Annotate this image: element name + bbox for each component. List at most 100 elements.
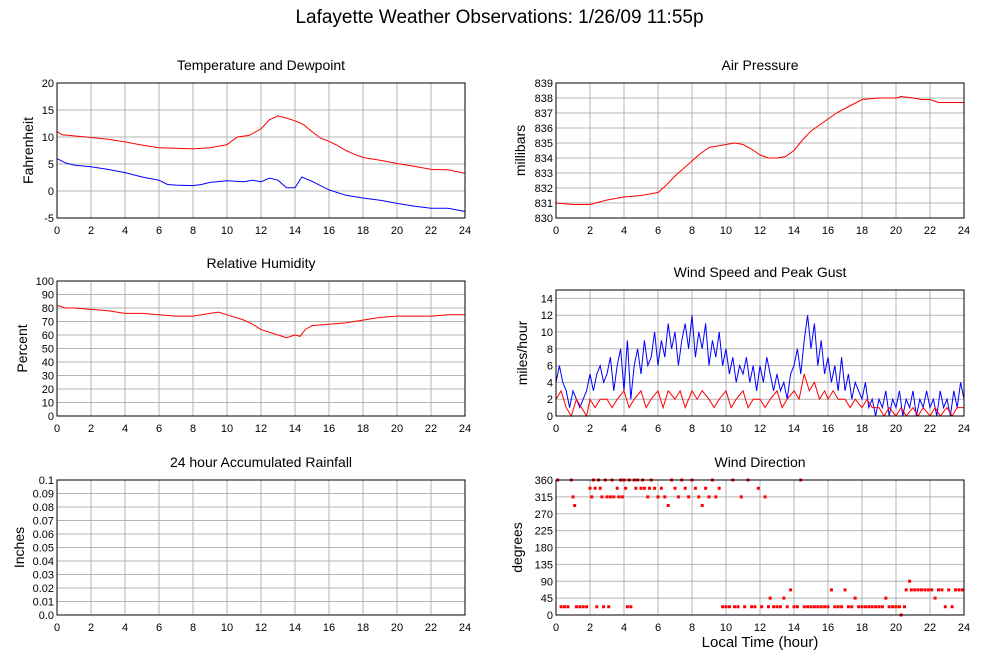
- y-tick-label: 832: [535, 183, 553, 195]
- plot-frame: [56, 280, 466, 417]
- x-tick-label: 2: [88, 423, 94, 435]
- data-point: [950, 605, 954, 609]
- y-axis-label: miles/hour: [514, 320, 530, 385]
- data-point: [823, 605, 827, 609]
- y-tick-label: 315: [535, 492, 553, 504]
- x-tick-label: 0: [553, 622, 559, 634]
- data-point: [843, 588, 847, 592]
- data-point: [617, 495, 621, 499]
- data-point: [600, 495, 604, 499]
- data-point: [739, 495, 743, 499]
- data-point: [923, 588, 927, 592]
- data-point: [874, 605, 878, 609]
- data-point: [768, 596, 772, 600]
- x-tick-label: 2: [587, 622, 593, 634]
- y-tick-label: 8: [547, 344, 553, 356]
- data-point: [656, 495, 660, 499]
- x-tick-label: 24: [958, 622, 970, 634]
- data-point: [697, 495, 701, 499]
- data-point: [826, 605, 830, 609]
- data-point: [836, 605, 840, 609]
- data-point: [646, 495, 650, 499]
- x-tick-label: 0: [54, 225, 60, 237]
- data-point: [595, 605, 599, 609]
- x-axis-label: Local Time (hour): [701, 634, 819, 651]
- y-tick-label: 0.02: [33, 583, 54, 595]
- chart-relative-humidity: 0 2 4 6 8 10 12 14 16 18 20 22 240102030405060708090…: [14, 255, 471, 435]
- data-point: [937, 588, 940, 592]
- x-tick-label: 10: [221, 622, 233, 634]
- x-tick-label: 12: [754, 622, 766, 634]
- y-tick-label: 830: [535, 213, 553, 225]
- x-tick-label: 24: [459, 622, 471, 634]
- data-point: [756, 486, 760, 490]
- data-point: [750, 605, 753, 609]
- data-point: [957, 588, 961, 592]
- data-point: [913, 588, 917, 592]
- data-point: [933, 596, 937, 600]
- y-tick-label: 14: [541, 293, 553, 305]
- plot-frame: [56, 479, 466, 616]
- data-point: [653, 486, 657, 490]
- data-point: [853, 596, 857, 600]
- data-point: [607, 605, 611, 609]
- data-point: [920, 588, 923, 592]
- data-point: [615, 486, 619, 490]
- x-tick-label: 8: [190, 622, 196, 634]
- y-tick-label: 0.01: [33, 597, 54, 609]
- data-point: [704, 486, 708, 490]
- data-point: [816, 605, 820, 609]
- x-tick-label: 18: [856, 423, 868, 435]
- x-tick-label: 24: [459, 423, 471, 435]
- chart-title: Wind Speed and Peak Gust: [674, 264, 847, 280]
- data-point: [884, 596, 888, 600]
- data-point: [897, 605, 901, 609]
- x-tick-label: 4: [122, 622, 128, 634]
- data-point: [926, 588, 930, 592]
- data-point: [629, 605, 633, 609]
- x-tick-label: 18: [357, 622, 369, 634]
- y-tick-label: 831: [535, 198, 553, 210]
- data-point: [687, 495, 691, 499]
- x-tick-label: 18: [856, 225, 868, 237]
- plot-frame: [555, 479, 965, 616]
- data-point: [795, 605, 799, 609]
- data-point: [860, 605, 864, 609]
- y-tick-label: 225: [535, 526, 553, 538]
- x-tick-label: 14: [289, 622, 301, 634]
- y-tick-label: 135: [535, 559, 553, 571]
- data-point: [916, 588, 920, 592]
- data-point: [867, 605, 871, 609]
- y-tick-label: 837: [535, 108, 553, 120]
- x-tick-label: 2: [88, 225, 94, 237]
- x-tick-label: 22: [425, 225, 437, 237]
- x-tick-label: 20: [391, 622, 403, 634]
- data-point: [894, 605, 898, 609]
- x-tick-label: 2: [88, 622, 94, 634]
- y-tick-label: 10: [541, 327, 553, 339]
- data-point: [819, 605, 823, 609]
- data-point: [605, 495, 609, 499]
- data-point: [829, 588, 833, 592]
- data-point: [850, 605, 854, 609]
- page-title: Lafayette Weather Observations: 1/26/09 …: [295, 7, 704, 28]
- x-tick-label: 8: [689, 225, 695, 237]
- x-tick-label: 24: [459, 225, 471, 237]
- y-tick-label: 20: [42, 78, 54, 90]
- data-point: [612, 495, 616, 499]
- x-tick-label: 4: [621, 225, 627, 237]
- data-point: [812, 605, 816, 609]
- data-point: [648, 486, 651, 490]
- chart-title: Air Pressure: [721, 57, 798, 73]
- data-point: [573, 504, 577, 507]
- data-point: [733, 605, 736, 609]
- y-tick-label: 70: [42, 317, 54, 329]
- x-tick-label: 20: [890, 423, 902, 435]
- y-tick-label: 0.1: [39, 475, 54, 487]
- chart-title: Relative Humidity: [207, 255, 316, 271]
- y-tick-label: 5: [48, 159, 54, 171]
- y-tick-label: 60: [42, 330, 54, 342]
- series-line-red: [555, 95, 964, 205]
